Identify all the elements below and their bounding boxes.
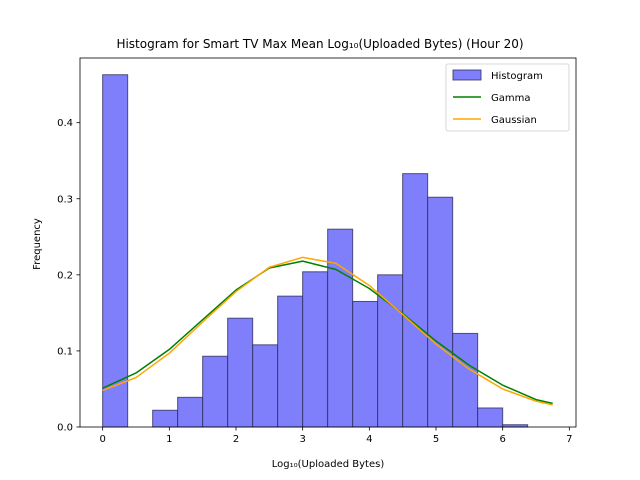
histogram-bars <box>102 74 529 428</box>
gamma-line <box>102 260 553 405</box>
histogram-bar <box>302 271 329 428</box>
histogram-bar <box>452 332 479 428</box>
x-tick-label: 6 <box>499 434 505 445</box>
legend-label: Histogram <box>491 71 543 82</box>
histogram-bar <box>352 300 379 428</box>
histogram-bar <box>377 274 404 428</box>
legend-box <box>445 63 570 132</box>
histogram-bar <box>177 396 204 428</box>
x-tick-label: 0 <box>99 434 105 445</box>
x-tick-label: 5 <box>433 434 439 445</box>
x-ticks: 0 1 2 3 4 5 6 7 <box>99 427 573 445</box>
x-tick-label: 4 <box>366 434 372 445</box>
chart-title: Histogram for Smart TV Max Mean Log₁₀(Up… <box>116 37 523 51</box>
histogram-bar <box>402 173 429 428</box>
x-tick-label: 3 <box>299 434 305 445</box>
y-tick-label: 0.4 <box>57 118 73 129</box>
y-tick-label: 0.3 <box>57 194 73 205</box>
axes-frame <box>79 57 577 428</box>
y-tick-label: 0.1 <box>57 346 73 357</box>
y-axis-label: Frequency <box>32 218 43 270</box>
legend-swatch-histogram <box>452 69 482 81</box>
legend: Histogram Gamma Gaussian <box>445 63 570 132</box>
fit-lines <box>102 256 553 406</box>
x-tick-label: 1 <box>166 434 172 445</box>
histogram-bar <box>202 355 229 428</box>
y-tick-label: 0.2 <box>57 270 73 281</box>
legend-label: Gamma <box>491 93 531 104</box>
gaussian-line <box>102 256 553 406</box>
histogram-bar <box>252 344 279 428</box>
histogram-bar <box>227 317 254 428</box>
legend-label: Gaussian <box>491 115 537 126</box>
x-tick-label: 2 <box>233 434 239 445</box>
x-tick-label: 7 <box>566 434 572 445</box>
histogram-bar <box>152 409 179 428</box>
histogram-bar <box>477 407 504 428</box>
y-tick-label: 0.0 <box>57 423 73 434</box>
histogram-bar <box>102 74 129 428</box>
histogram-bar <box>327 228 354 428</box>
histogram-bar <box>277 295 304 428</box>
x-axis-label: Log₁₀(Uploaded Bytes) <box>272 459 385 470</box>
histogram-bar <box>427 196 454 428</box>
axes <box>79 57 577 428</box>
y-ticks: 0.0 0.1 0.2 0.3 0.4 <box>57 118 80 434</box>
